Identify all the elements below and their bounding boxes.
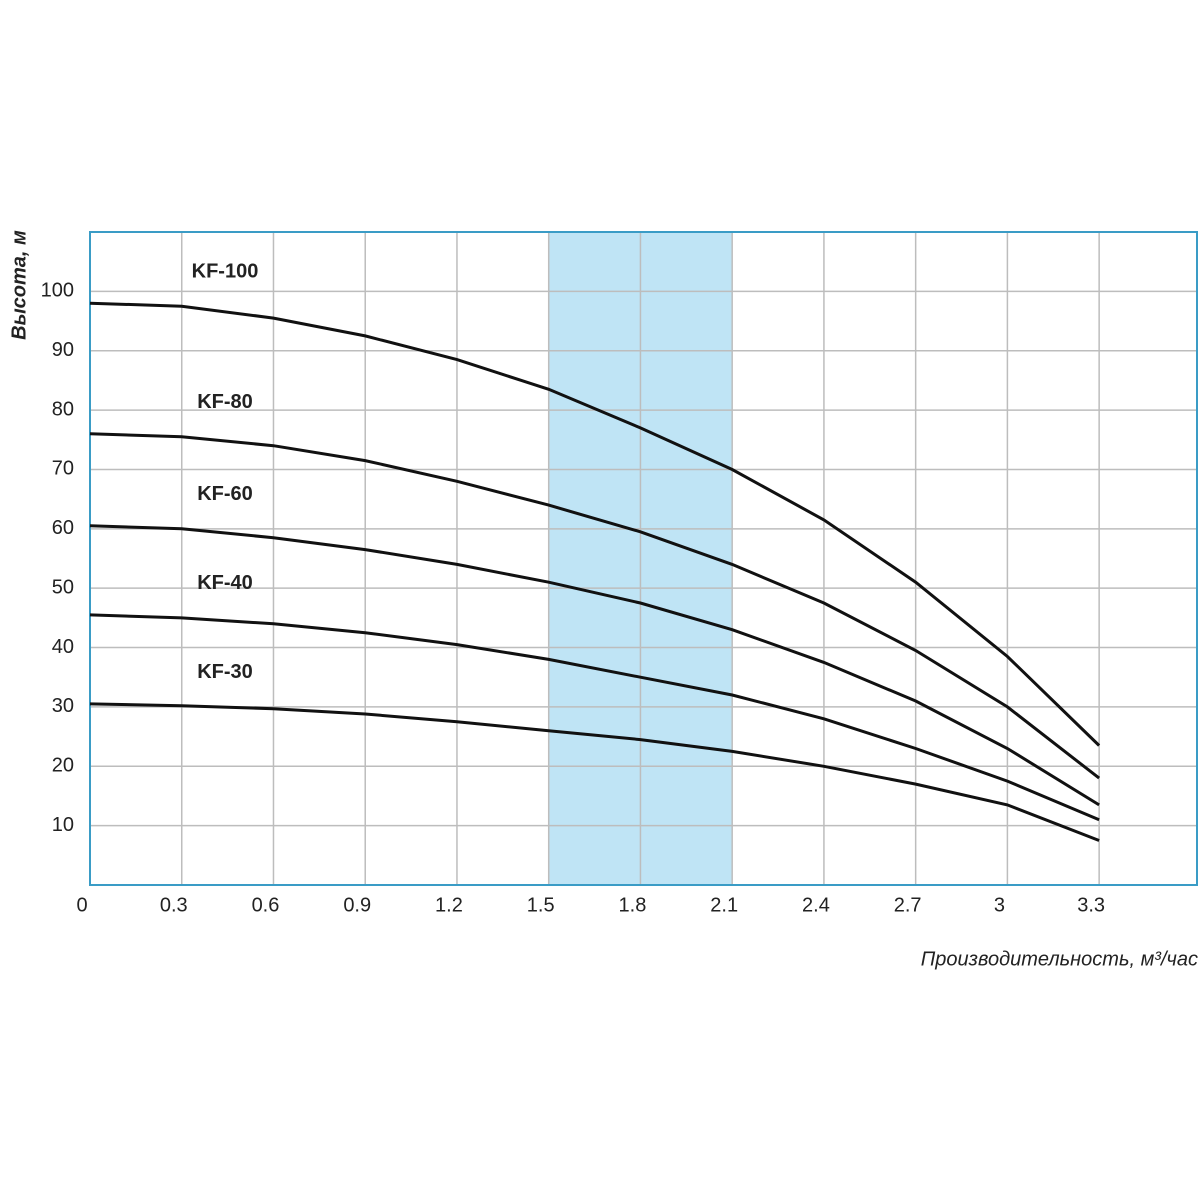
- x-tick-label: 2.1: [710, 894, 738, 916]
- series-label: KF-40: [197, 572, 253, 594]
- series-label: KF-80: [197, 391, 253, 413]
- curve: [89, 702, 1100, 842]
- plot-border: [89, 231, 1198, 886]
- y-tick-label: 40: [52, 636, 74, 658]
- y-tick-label: 90: [52, 339, 74, 361]
- x-axis-label: Производительность, м³/час: [921, 948, 1198, 970]
- y-tick-label: 10: [52, 814, 74, 836]
- x-tick-label: 2.7: [894, 894, 922, 916]
- x-tick-label: 0.6: [252, 894, 280, 916]
- x-tick-label: 3: [994, 894, 1005, 916]
- y-tick-label: 80: [52, 398, 74, 420]
- x-tick-label: 1.8: [619, 894, 647, 916]
- y-axis-label: Высота, м: [8, 230, 30, 340]
- series-label: KF-100: [192, 261, 259, 283]
- x-tick-label: 0.3: [160, 894, 188, 916]
- y-tick-label: 100: [41, 280, 74, 302]
- series-label: KF-30: [197, 661, 253, 683]
- y-tick-label: 30: [52, 695, 74, 717]
- curve: [89, 613, 1100, 822]
- x-tick-label: 1.2: [435, 894, 463, 916]
- series-label: KF-60: [197, 483, 253, 505]
- y-tick-label: 60: [52, 517, 74, 539]
- x-tick-label: 3.3: [1077, 894, 1105, 916]
- x-tick-label: 1.5: [527, 894, 555, 916]
- curve: [89, 524, 1100, 807]
- curve: [89, 432, 1101, 780]
- x-tick-label: 2.4: [802, 894, 830, 916]
- y-tick-label: 20: [52, 755, 74, 777]
- x-tick-label: 0.9: [343, 894, 371, 916]
- curve: [89, 301, 1101, 747]
- y-tick-label: 70: [52, 458, 74, 480]
- x-tick-label: 0: [76, 894, 87, 916]
- y-tick-label: 50: [52, 576, 74, 598]
